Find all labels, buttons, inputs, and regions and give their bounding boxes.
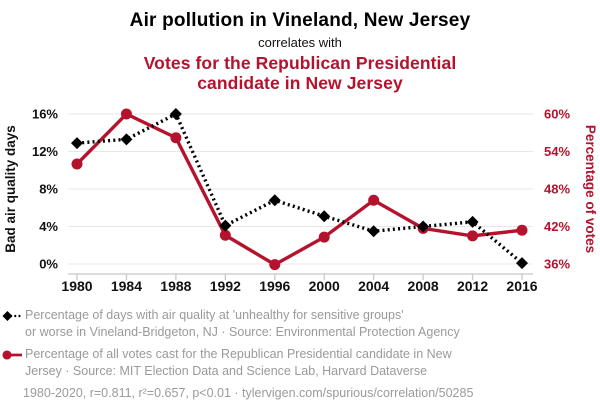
stats-and-source-footer: 1980-2020, r=0.811, r²=0.657, p<0.01 · t… <box>23 386 474 401</box>
left-y-tick-label: 16% <box>32 107 58 122</box>
left-axis-title: Bad air quality days <box>3 125 18 253</box>
red-circle-solid-line-icon <box>2 350 22 360</box>
x-tick-label: 2012 <box>457 278 488 294</box>
right-y-tick-label: 60% <box>544 107 570 122</box>
diamond-marker <box>417 220 430 233</box>
circle-marker <box>71 158 83 170</box>
diamond-marker <box>516 257 528 270</box>
legend-label-votes: Percentage of all votes cast for the Rep… <box>25 347 452 379</box>
right-y-tick-label: 48% <box>544 182 570 197</box>
circle-marker <box>467 230 479 242</box>
x-tick-label: 1988 <box>160 278 191 294</box>
right-axis-title: Percentage of votes <box>583 125 598 253</box>
page-title: Air pollution in Vineland, New Jersey <box>129 10 471 31</box>
x-tick-label: 2000 <box>309 278 340 294</box>
left-y-tick-label: 4% <box>39 219 58 234</box>
x-tick-label: 2004 <box>358 278 389 294</box>
series-line-air-quality <box>76 111 524 265</box>
circle-marker <box>120 108 132 120</box>
diamond-marker <box>318 210 331 223</box>
diamond-marker <box>466 215 479 228</box>
circle-marker <box>368 194 380 206</box>
circle-marker <box>219 229 231 241</box>
chart-area: 1980 1984 1988 1992 1996 2000 2004 2008 2012 2016… <box>0 94 600 303</box>
right-y-tick-label: 36% <box>544 257 570 272</box>
left-y-tick-label: 12% <box>32 144 58 159</box>
legend-label-air-quality: Percentage of days with air quality at '… <box>25 308 460 340</box>
x-tick-label: 1980 <box>61 278 92 294</box>
legend-item-votes: Percentage of all votes cast for the Rep… <box>2 346 600 380</box>
diamond-marker <box>367 225 380 238</box>
circle-marker <box>269 259 281 271</box>
circle-marker <box>170 132 182 144</box>
x-tick-label: 2016 <box>506 278 537 294</box>
series-line-votes <box>75 112 523 267</box>
right-y-tick-label: 42% <box>544 219 570 234</box>
black-diamond-dotted-line-icon <box>2 311 22 322</box>
circle-marker <box>516 224 528 236</box>
left-y-tick-label: 8% <box>39 182 58 197</box>
x-tick-label: 1992 <box>210 278 241 294</box>
x-tick-label: 1996 <box>259 278 290 294</box>
diamond-marker <box>169 108 182 121</box>
x-tick-label: 2008 <box>408 278 439 294</box>
page-subtitle: Votes for the Republican Presidential ca… <box>143 52 457 93</box>
left-y-tick-label: 0% <box>39 257 58 272</box>
diamond-marker <box>219 219 232 232</box>
legend-item-air-quality: Percentage of days with air quality at '… <box>2 307 600 341</box>
circle-marker <box>318 231 330 243</box>
diamond-marker <box>268 194 281 207</box>
diamond-marker <box>120 133 133 146</box>
chart-legend: Percentage of days with air quality at '… <box>0 307 600 380</box>
x-tick-label: 1984 <box>111 278 142 294</box>
right-y-tick-label: 54% <box>544 144 570 159</box>
correlation-line-chart: 1980 1984 1988 1992 1996 2000 2004 2008 2012 2016… <box>3 107 598 295</box>
diamond-marker <box>71 137 83 150</box>
correlates-with-label: correlates with <box>258 34 342 50</box>
